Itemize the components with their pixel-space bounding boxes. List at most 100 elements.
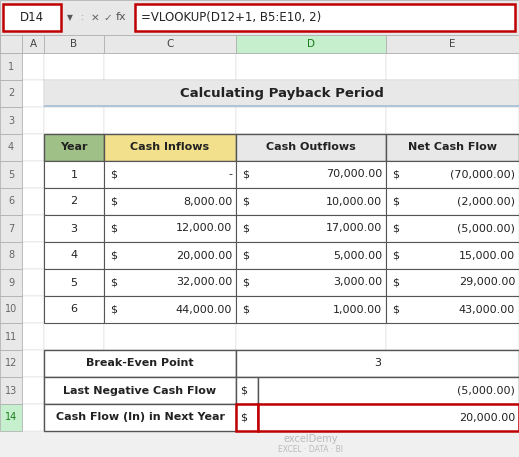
- Bar: [44, 350, 236, 377]
- Text: Calculating Payback Period: Calculating Payback Period: [180, 87, 384, 100]
- Bar: [236, 188, 386, 215]
- Text: Cash Inflows: Cash Inflows: [130, 143, 210, 153]
- Bar: [386, 134, 519, 161]
- Text: =VLOOKUP(D12+1, B5:E10, 2): =VLOOKUP(D12+1, B5:E10, 2): [141, 11, 321, 24]
- Bar: [0, 296, 22, 323]
- Bar: [0, 161, 22, 188]
- Bar: [44, 215, 104, 242]
- Bar: [44, 350, 104, 377]
- Bar: [236, 377, 258, 404]
- Bar: [44, 161, 104, 188]
- Bar: [44, 404, 104, 431]
- Bar: [104, 107, 236, 134]
- Text: $: $: [110, 250, 117, 260]
- Bar: [44, 242, 104, 269]
- Bar: [386, 80, 519, 107]
- Bar: [44, 296, 104, 323]
- Bar: [22, 134, 44, 161]
- Bar: [44, 188, 104, 215]
- Text: 20,000.00: 20,000.00: [459, 413, 515, 423]
- Bar: [44, 215, 104, 242]
- Text: 1: 1: [71, 170, 77, 180]
- Bar: [236, 215, 386, 242]
- Bar: [386, 323, 519, 350]
- Bar: [0, 377, 22, 404]
- Bar: [22, 404, 44, 431]
- Text: Break-Even Point: Break-Even Point: [86, 358, 194, 368]
- Bar: [104, 80, 236, 107]
- Text: Cash Outflows: Cash Outflows: [266, 143, 356, 153]
- Text: $: $: [392, 223, 399, 234]
- Bar: [236, 53, 386, 80]
- Text: 4: 4: [71, 250, 77, 260]
- Bar: [22, 323, 44, 350]
- Bar: [0, 242, 22, 269]
- Text: 5: 5: [71, 277, 77, 287]
- Bar: [236, 377, 386, 404]
- Bar: [44, 296, 104, 323]
- Bar: [0, 134, 22, 161]
- Bar: [104, 188, 236, 215]
- Bar: [386, 404, 519, 431]
- Text: 5,000.00: 5,000.00: [333, 250, 382, 260]
- Text: 5: 5: [8, 170, 14, 180]
- Text: $: $: [242, 197, 249, 207]
- Bar: [386, 269, 519, 296]
- Bar: [22, 107, 44, 134]
- Bar: [104, 350, 236, 377]
- Text: Net Cash Flow: Net Cash Flow: [408, 143, 497, 153]
- Bar: [22, 269, 44, 296]
- Text: 32,000.00: 32,000.00: [176, 277, 232, 287]
- Text: 3,000.00: 3,000.00: [333, 277, 382, 287]
- Bar: [236, 242, 386, 269]
- Text: 12,000.00: 12,000.00: [176, 223, 232, 234]
- Bar: [386, 269, 519, 296]
- Bar: [386, 53, 519, 80]
- Bar: [22, 242, 44, 269]
- Bar: [0, 404, 22, 431]
- Bar: [386, 161, 519, 188]
- Bar: [236, 296, 386, 323]
- Bar: [236, 350, 519, 377]
- Bar: [236, 296, 386, 323]
- Text: Year: Year: [60, 143, 88, 153]
- Bar: [44, 269, 104, 296]
- Text: 17,000.00: 17,000.00: [326, 223, 382, 234]
- Text: ✕: ✕: [91, 12, 99, 22]
- Text: D14: D14: [20, 11, 44, 24]
- Bar: [22, 53, 44, 80]
- Bar: [236, 161, 386, 188]
- Text: 1,000.00: 1,000.00: [333, 304, 382, 314]
- Bar: [22, 188, 44, 215]
- Bar: [0, 215, 22, 242]
- Bar: [44, 323, 104, 350]
- Bar: [236, 350, 386, 377]
- Text: excelDemy: excelDemy: [284, 434, 338, 444]
- Text: ✓: ✓: [104, 12, 113, 22]
- Bar: [104, 296, 236, 323]
- Bar: [104, 161, 236, 188]
- Text: 6: 6: [8, 197, 14, 207]
- Text: 29,000.00: 29,000.00: [459, 277, 515, 287]
- Bar: [22, 80, 44, 107]
- Bar: [386, 188, 519, 215]
- Bar: [104, 377, 236, 404]
- Bar: [44, 134, 104, 161]
- Bar: [104, 404, 236, 431]
- Bar: [0, 269, 22, 296]
- Bar: [104, 269, 236, 296]
- Bar: [236, 242, 386, 269]
- Bar: [236, 80, 386, 107]
- Text: $: $: [392, 250, 399, 260]
- Text: -: -: [228, 170, 232, 180]
- Bar: [236, 188, 386, 215]
- Bar: [104, 323, 236, 350]
- Text: $: $: [110, 277, 117, 287]
- Bar: [135, 4, 515, 31]
- Bar: [258, 404, 519, 431]
- Text: $: $: [110, 223, 117, 234]
- Bar: [104, 188, 236, 215]
- Bar: [0, 35, 22, 53]
- Bar: [236, 269, 386, 296]
- Bar: [0, 0, 519, 35]
